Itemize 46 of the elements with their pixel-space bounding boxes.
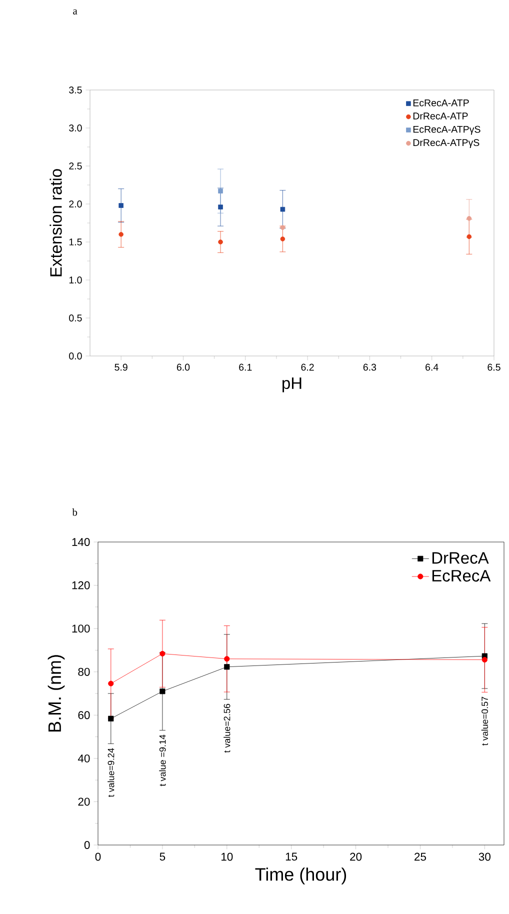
annotation: t value=2.56 — [224, 704, 230, 753]
annotation: t value=0.57 — [481, 696, 488, 746]
y-tick-label: 120 — [72, 581, 90, 590]
x-tick-label: 5 — [160, 852, 166, 861]
x-axis-title: pH — [282, 378, 302, 392]
y-tick-label: 140 — [72, 538, 90, 546]
y-axis-title: Extension ratio — [50, 169, 62, 276]
y-tick-label: 3.5 — [69, 86, 82, 94]
legend-label: DrRecA-ATPγS — [413, 139, 480, 148]
legend-label: EcRecA-ATPγS — [413, 126, 480, 135]
y-tick-label: 0.5 — [69, 314, 82, 322]
legend-label: DrRecA-ATP — [413, 112, 468, 120]
annotation: t value =9.14 — [159, 734, 166, 786]
y-tick-label: 20 — [78, 798, 90, 806]
x-tick-label: 6.0 — [176, 364, 190, 371]
y-tick-label: 100 — [72, 624, 90, 633]
y-tick-label: 1.0 — [69, 276, 82, 284]
y-tick-label: 1.5 — [69, 238, 82, 246]
x-tick-label: 15 — [286, 852, 298, 861]
y-tick-label: 0 — [84, 841, 90, 849]
chart-title: a — [73, 9, 78, 14]
x-tick-label: 6.5 — [488, 364, 500, 371]
y-tick-label: 3.0 — [69, 124, 82, 132]
x-tick-label: 10 — [221, 852, 233, 861]
x-tick-label: 0 — [95, 852, 101, 861]
y-axis-title: B.M. (nm) — [48, 655, 65, 732]
y-tick-label: 80 — [78, 668, 90, 676]
x-tick-label: 6.3 — [363, 364, 376, 371]
x-tick-label: 6.2 — [301, 364, 314, 371]
annotation: t value=9.24 — [108, 748, 114, 798]
x-tick-label: 5.9 — [114, 364, 128, 371]
x-tick-label: 30 — [478, 852, 490, 861]
legend-label: EcRecA-ATP — [413, 100, 469, 106]
legend-label: DrRecA — [432, 552, 489, 564]
x-tick-label: 25 — [414, 852, 426, 861]
chart-title: b — [72, 508, 78, 516]
y-tick-label: 0.0 — [69, 352, 82, 360]
x-tick-label: 20 — [350, 852, 362, 861]
x-axis-title: Time (hour) — [255, 868, 346, 884]
y-tick-label: 40 — [78, 754, 90, 762]
legend-label: EcRecA — [432, 570, 491, 582]
x-tick-label: 6.4 — [426, 364, 438, 371]
y-tick-label: 2.5 — [69, 162, 82, 170]
y-tick-label: 60 — [78, 711, 90, 720]
y-tick-label: 2.0 — [69, 200, 82, 208]
x-tick-label: 6.1 — [239, 364, 252, 371]
